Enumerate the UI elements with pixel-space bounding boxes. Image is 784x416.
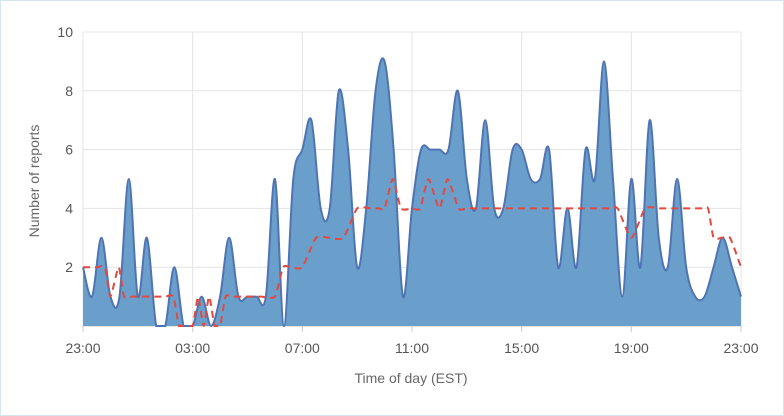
x-tick-label: 07:00 xyxy=(285,340,320,356)
y-tick-label: 6 xyxy=(65,142,73,158)
y-tick-label: 4 xyxy=(65,200,73,216)
x-tick-label: 19:00 xyxy=(614,340,649,356)
x-axis-title: Time of day (EST) xyxy=(354,370,467,386)
area-series-line xyxy=(82,57,742,328)
x-tick-label: 23:00 xyxy=(65,340,100,356)
x-tick-label: 03:00 xyxy=(175,340,210,356)
area-fill xyxy=(83,58,741,327)
area-series-layer xyxy=(82,57,742,328)
x-tick-label: 15:00 xyxy=(504,340,539,356)
y-tick-label: 10 xyxy=(57,24,73,40)
dashed-series-line xyxy=(83,177,742,328)
y-tick-labels: 10 8 6 4 2 xyxy=(57,24,73,275)
dashed-series-layer xyxy=(83,177,742,328)
y-axis-title: Number of reports xyxy=(26,125,42,238)
y-tick-label: 8 xyxy=(65,83,73,99)
x-tick-label: 23:00 xyxy=(723,340,758,356)
x-tick-label: 11:00 xyxy=(395,340,429,356)
x-tick-labels: 23:00 03:00 07:00 11:00 15:00 19:00 23:00 xyxy=(65,340,758,356)
y-tick-label: 2 xyxy=(65,259,73,275)
